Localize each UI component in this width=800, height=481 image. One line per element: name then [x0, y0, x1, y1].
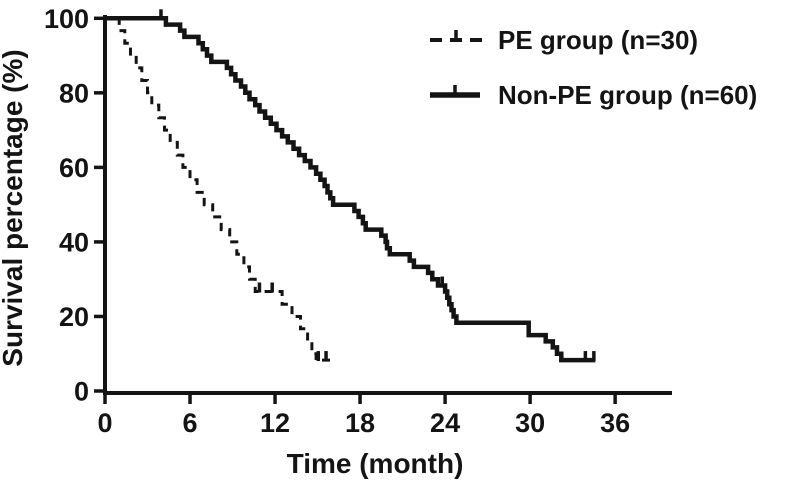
legend: PE group (n=30) Non-PE group (n=60)	[430, 25, 757, 110]
y-axis-title: Survival percentage (%)	[0, 49, 28, 366]
legend-label-non-pe: Non-PE group (n=60)	[498, 80, 757, 110]
x-tick-label: 0	[97, 408, 112, 438]
series-curves	[105, 9, 596, 363]
curve-pe-group	[117, 16, 332, 362]
y-tick-label: 40	[59, 227, 89, 257]
x-tick-label: 30	[515, 408, 545, 438]
y-tick-label: 20	[59, 302, 89, 332]
x-tick-label: 18	[345, 408, 375, 438]
curve-non-pe-group	[105, 16, 596, 363]
x-axis-title: Time (month)	[287, 448, 464, 479]
y-tick-label: 60	[59, 153, 89, 183]
y-tick-label: 0	[74, 377, 89, 407]
legend-item-non-pe: Non-PE group (n=60)	[430, 80, 757, 110]
legend-item-pe: PE group (n=30)	[430, 25, 698, 55]
y-tick-label: 100	[44, 4, 89, 34]
x-tick-label: 12	[260, 408, 290, 438]
legend-label-pe: PE group (n=30)	[498, 25, 698, 55]
y-tick-label: 80	[59, 78, 89, 108]
x-tick-label: 36	[600, 408, 630, 438]
x-tick-label: 24	[430, 408, 460, 438]
axes: 0 20 40 60 80 100 0 6 12 18 24 30 36	[44, 4, 672, 438]
x-tick-label: 6	[183, 408, 198, 438]
